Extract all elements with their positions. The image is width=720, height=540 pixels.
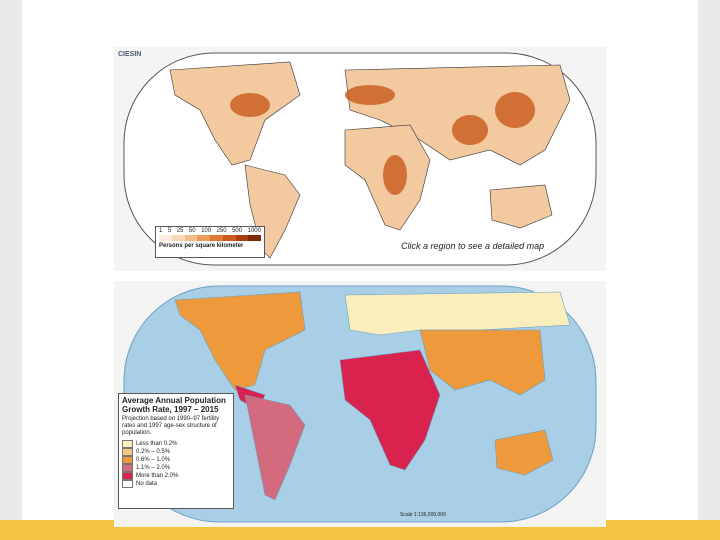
legend-label: 0.2% – 0.5% [136, 449, 171, 455]
legend-swatch [122, 440, 133, 448]
legend-swatch [122, 456, 133, 464]
legend-title: Persons per square kilometer [159, 243, 244, 249]
legend-tick: 5 [167, 228, 172, 234]
legend-label: 1.1% – 2.0% [136, 465, 171, 471]
density-legend: 1 5 25 50 100 250 500 1000 Persons per square k… [155, 226, 265, 258]
legend-swatch [184, 235, 198, 241]
legend-swatch [122, 464, 133, 472]
legend-row: 1.1% – 2.0% [122, 464, 230, 472]
legend-row: More than 2.0% [122, 472, 230, 480]
legend-label: 0.6% – 1.0% [136, 457, 171, 463]
legend-tick: 1000 [247, 228, 261, 234]
top-density [230, 85, 535, 195]
legend-row: 0.2% – 0.5% [122, 448, 230, 456]
legend-swatch [235, 235, 249, 241]
legend-swatch [171, 235, 185, 241]
logo: CIESIN [118, 51, 142, 58]
legend-label: No data [136, 481, 158, 487]
legend-note: Projection based on 1990–97 fertility ra… [122, 416, 220, 436]
growth-legend: Average Annual Population Growth Rate, 1… [118, 393, 234, 509]
legend-tick: 1 [159, 228, 163, 234]
legend-title: Average Annual Population Growth Rate, 1… [122, 396, 226, 414]
legend-swatch [122, 472, 133, 480]
legend-tick: 500 [232, 228, 243, 234]
legend-swatch [248, 235, 261, 241]
legend-tick: 25 [176, 228, 184, 234]
legend-row: No data [122, 480, 230, 488]
legend-swatch [210, 235, 223, 241]
legend-rows: Less than 0.2% 0.2% – 0.5% 0.6% – 1.0% 1.1%… [122, 440, 230, 488]
legend-swatch [122, 448, 133, 456]
legend-swatch [222, 235, 236, 241]
scale-text: Scale 1:136,000,000 [400, 512, 446, 518]
map-caption[interactable]: Click a region to see a detailed map [398, 240, 548, 252]
bottom-continents [174, 291, 571, 501]
legend-ticks: 1 5 25 50 100 250 500 1000 [156, 227, 264, 235]
legend-tick: 250 [216, 228, 227, 234]
legend-label: More than 2.0% [136, 473, 179, 479]
legend-row: 0.6% – 1.0% [122, 456, 230, 464]
legend-swatch [159, 235, 172, 241]
legend-tick: 50 [188, 228, 196, 234]
legend-swatches [159, 235, 261, 241]
legend-tick: 100 [201, 228, 212, 234]
legend-label: Less than 0.2% [136, 441, 178, 447]
legend-row: Less than 0.2% [122, 440, 230, 448]
legend-swatch [122, 480, 133, 488]
legend-swatch [197, 235, 210, 241]
